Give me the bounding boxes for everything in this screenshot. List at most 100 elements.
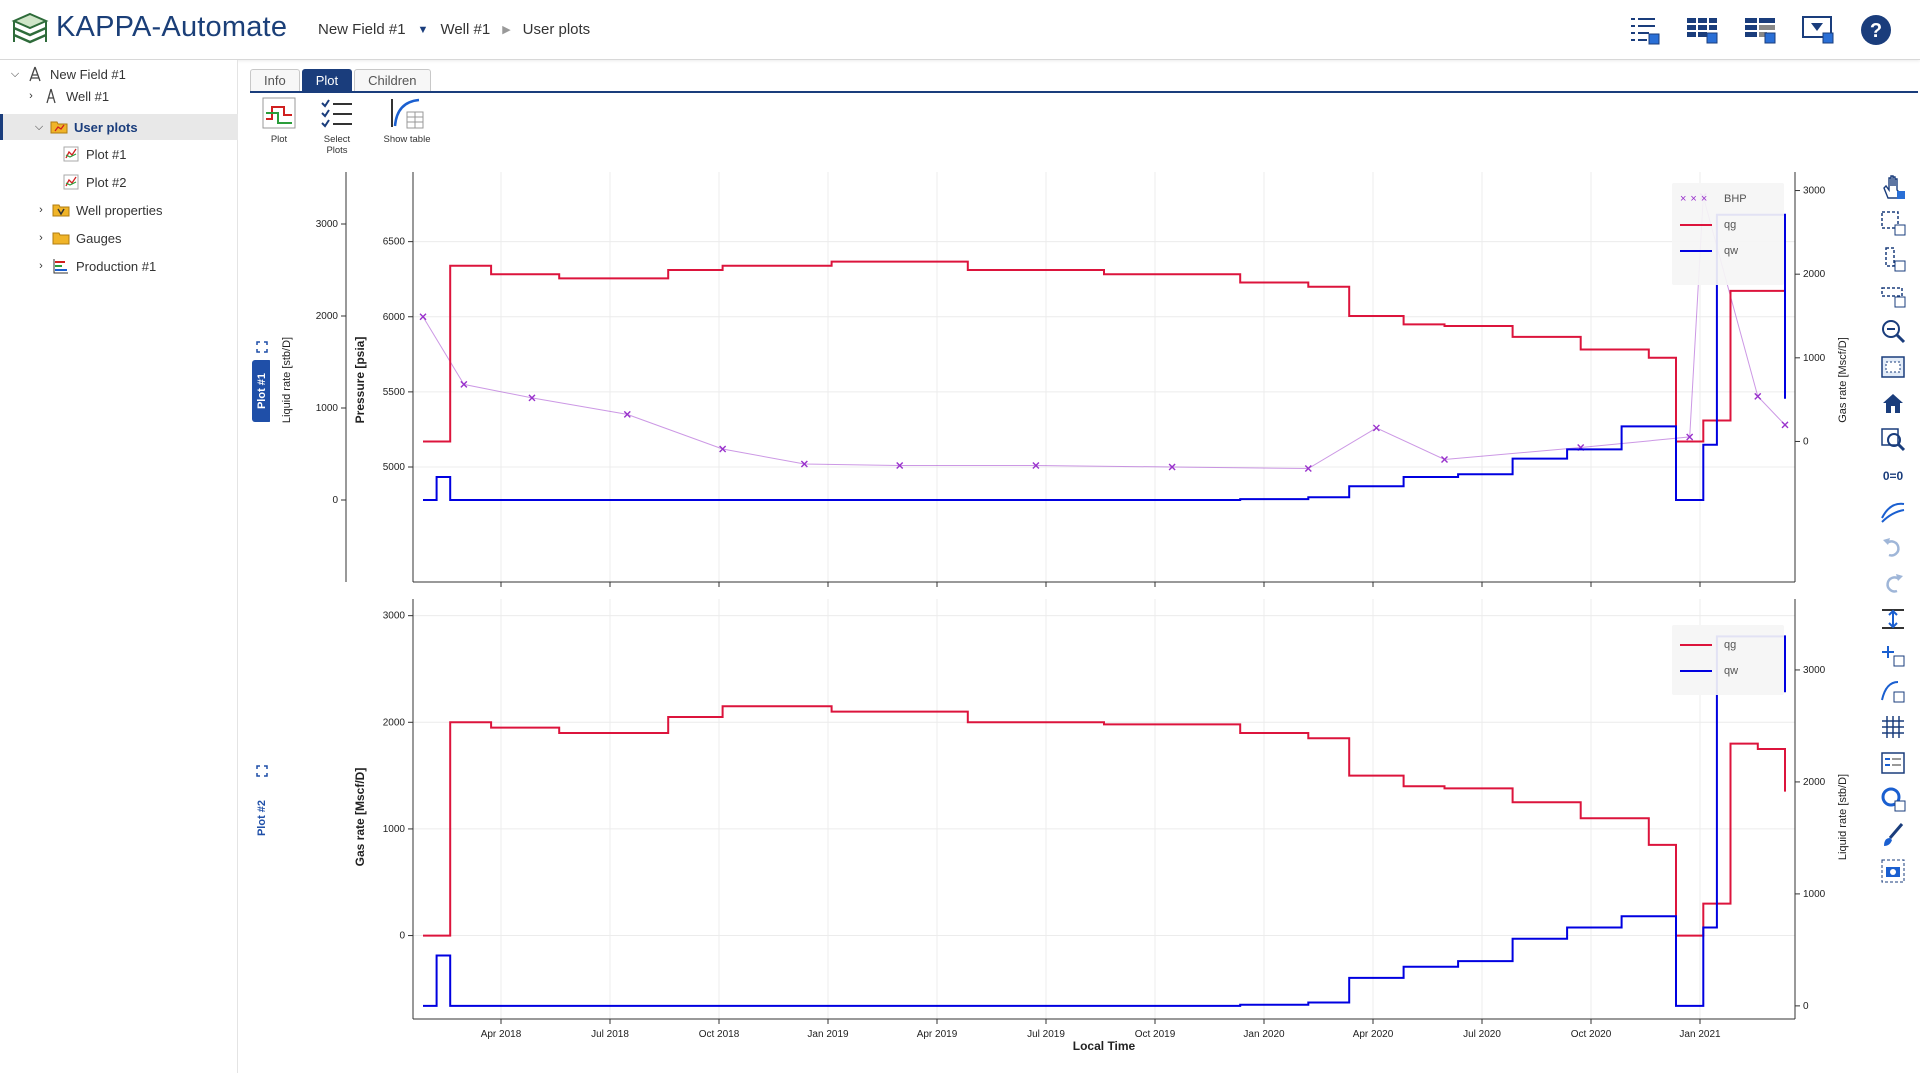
zoom-icon[interactable]: [1878, 316, 1908, 346]
legend-label: qg: [1724, 219, 1737, 231]
x-zoom-icon[interactable]: [1878, 280, 1908, 310]
chevron-right-icon[interactable]: ›: [39, 204, 43, 216]
legend-item-qw[interactable]: qw: [1680, 245, 1738, 257]
select-plots-button[interactable]: Select Plots: [317, 96, 357, 156]
grid-table-icon[interactable]: [1682, 10, 1722, 50]
expand-icon[interactable]: [256, 765, 268, 777]
legend-toggle-icon[interactable]: [1878, 748, 1908, 778]
box-zoom-icon[interactable]: [1878, 208, 1908, 238]
chevron-right-icon[interactable]: ›: [29, 90, 33, 102]
svg-text:0=0: 0=0: [1883, 469, 1904, 483]
select-point-icon[interactable]: [1878, 640, 1908, 670]
camera-icon[interactable]: [1878, 856, 1908, 886]
breadcrumb-well[interactable]: Well #1: [440, 21, 491, 38]
breadcrumb-field[interactable]: New Field #1: [318, 21, 406, 38]
chevron-right-icon[interactable]: ›: [39, 260, 43, 272]
tree-item-well-properties[interactable]: › Well properties: [34, 197, 162, 223]
y-tick-label: 2000: [1803, 777, 1826, 788]
plot-tab-1-label: Plot #1: [256, 372, 269, 410]
tab-underline: [250, 91, 1918, 93]
breadcrumb-page: User plots: [522, 21, 591, 38]
y-tick-label: 6500: [383, 237, 406, 248]
chevron-right-icon[interactable]: ›: [39, 232, 43, 244]
legend-label: qw: [1724, 245, 1739, 257]
expand-icon[interactable]: [256, 341, 268, 353]
brush-icon[interactable]: [1878, 820, 1908, 850]
grid-icon[interactable]: [1878, 712, 1908, 742]
breadcrumb-dropdown-icon[interactable]: ▼: [417, 23, 429, 36]
data-table-icon[interactable]: [1740, 10, 1780, 50]
qg-line-icon: [1680, 644, 1712, 646]
y-tick-label: 0: [399, 931, 405, 942]
plot-icon: [62, 174, 80, 190]
production-chart-icon: [52, 258, 70, 274]
curve-fit-icon[interactable]: [1878, 496, 1908, 526]
chevron-down-icon[interactable]: ⌵: [10, 67, 20, 80]
tree-item-production[interactable]: › Production #1: [34, 253, 156, 279]
x-tick-label: Jan 2021: [1679, 1029, 1721, 1040]
plot-button[interactable]: Plot: [259, 96, 299, 145]
y-tick-label: 2000: [316, 311, 339, 322]
tree-label: Plot #2: [86, 174, 127, 190]
tab-children[interactable]: Children: [354, 69, 431, 91]
help-icon[interactable]: ?: [1856, 10, 1896, 50]
task-list-icon[interactable]: [1624, 10, 1664, 50]
tree-item-plot2[interactable]: Plot #2: [58, 169, 126, 195]
x-tick-label: Jul 2019: [1027, 1029, 1065, 1040]
tree-label: User plots: [74, 119, 138, 135]
tree-item-user-plots[interactable]: ⌵ User plots: [0, 114, 238, 140]
top-bar: KAPPA-Automate New Field #1 ▼ Well #1 ▶ …: [0, 0, 1920, 60]
bhp-point: [419, 313, 427, 321]
tab-plot[interactable]: Plot: [301, 69, 353, 91]
plot-tab-2[interactable]: Plot #2: [252, 787, 272, 849]
kappa-logo-icon[interactable]: [8, 8, 52, 52]
x-tick-label: Oct 2019: [1135, 1029, 1176, 1040]
x-tick-label: Apr 2020: [1353, 1029, 1394, 1040]
y-tick-label: 1000: [1803, 353, 1826, 364]
qw-line-icon: [1680, 250, 1712, 252]
undo-icon[interactable]: [1878, 532, 1908, 562]
tree-item-field[interactable]: ⌵ New Field #1: [8, 61, 126, 87]
y-tick-label: 1000: [316, 403, 339, 414]
y-zoom-icon[interactable]: [1878, 244, 1908, 274]
gas-axis-label: Gas rate [Mscf/D]: [353, 768, 367, 867]
x-tick-label: Jul 2020: [1463, 1029, 1501, 1040]
home-icon[interactable]: [1878, 388, 1908, 418]
bhp-marker-icon: ×××: [1680, 193, 1712, 205]
legend-item-qg[interactable]: qg: [1680, 219, 1736, 231]
liquid-axis-label: Liquid rate [stb/D]: [1837, 774, 1849, 860]
show-table-button[interactable]: Show table: [381, 96, 433, 145]
x-tick-label: Oct 2018: [699, 1029, 740, 1040]
tab-info[interactable]: Info: [250, 69, 300, 91]
pressure-axis-label: Pressure [psia]: [353, 337, 367, 424]
tree-item-plot1[interactable]: Plot #1: [58, 141, 126, 167]
series-qg: [423, 705, 1786, 937]
legend-item-qw[interactable]: qw: [1680, 665, 1738, 677]
tree-label: Production #1: [76, 258, 157, 274]
zoom-window-icon[interactable]: [1878, 352, 1908, 382]
legend-item-bhp[interactable]: ××× BHP: [1680, 193, 1747, 205]
series-bhp: [419, 193, 1789, 472]
pan-hand-icon[interactable]: [1878, 172, 1908, 202]
plot-tab-1[interactable]: Plot #1: [252, 360, 272, 422]
legend-item-qg[interactable]: qg: [1680, 639, 1736, 651]
chevron-down-icon[interactable]: ⌵: [34, 120, 44, 133]
y-tick-label: 1000: [1803, 889, 1826, 900]
reset-zero-icon[interactable]: 0=0: [1878, 460, 1908, 490]
y-tick-label: 0: [1803, 436, 1809, 447]
tree-item-gauges[interactable]: › Gauges: [34, 225, 121, 251]
y-tick-label: 0: [332, 495, 338, 506]
plot-2-chart[interactable]: Apr 2018 Jul 2018 Oct 2018 Jan 2019 Apr 2019…: [270, 597, 1870, 1060]
folder-icon: [52, 230, 70, 246]
y-tick-label: 5000: [383, 462, 406, 473]
dashboard-icon[interactable]: [1798, 10, 1838, 50]
range-icon[interactable]: [1878, 604, 1908, 634]
annotation-icon[interactable]: [1878, 784, 1908, 814]
zoom-fit-icon[interactable]: [1878, 424, 1908, 454]
redo-icon[interactable]: [1878, 568, 1908, 598]
y-tick-label: 2000: [383, 717, 406, 728]
tree-item-well[interactable]: › Well #1: [24, 83, 109, 109]
plot-button-label: Plot: [270, 134, 288, 145]
curve-select-icon[interactable]: [1878, 676, 1908, 706]
